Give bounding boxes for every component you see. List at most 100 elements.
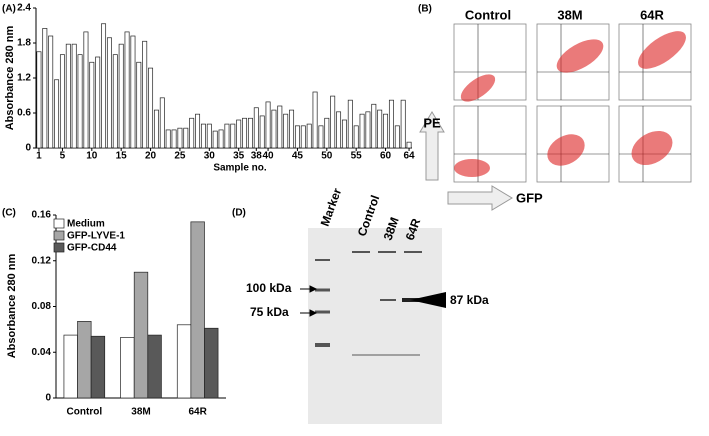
y-tick-label: 0.08 <box>32 301 52 312</box>
bar <box>242 117 248 149</box>
bar <box>365 111 371 149</box>
bar <box>48 35 54 149</box>
bar <box>206 123 212 149</box>
y-tick-label: 2.4 <box>17 3 31 14</box>
gel <box>308 228 442 424</box>
y-tick-label: 0 <box>45 393 51 404</box>
bar <box>400 99 406 149</box>
bar <box>177 127 183 149</box>
bar <box>165 129 171 149</box>
marker-arrows <box>300 285 318 317</box>
x-tick-label: 60 <box>380 151 392 162</box>
bar <box>101 23 107 149</box>
bar <box>142 40 148 149</box>
x-tick-label: 55 <box>351 151 363 162</box>
x-tick-label: 25 <box>174 151 186 162</box>
flow-density <box>454 31 686 177</box>
band-arrowhead <box>410 292 446 308</box>
panel-label: (B) <box>418 4 432 15</box>
bar <box>341 119 347 149</box>
x-tick-label: 50 <box>321 151 333 162</box>
bar <box>271 109 277 149</box>
bar <box>130 35 136 149</box>
x-tick-label: 38 <box>251 151 263 162</box>
bar <box>171 129 177 149</box>
column-title: Control <box>465 7 511 22</box>
bar <box>204 327 219 399</box>
pe-arrow <box>419 111 445 181</box>
x-tick-label: 38M <box>131 407 150 418</box>
bar <box>253 107 259 149</box>
y-tick-label: 0.6 <box>17 108 31 119</box>
bar <box>112 54 118 149</box>
bar <box>212 130 218 149</box>
bar <box>71 43 77 149</box>
bar <box>383 113 389 149</box>
panel-label: (C) <box>2 208 16 219</box>
bar <box>42 28 48 149</box>
bar <box>195 113 201 149</box>
y-axis-label: Absorbance 280 nm <box>6 254 18 359</box>
bar <box>330 95 336 149</box>
bar <box>347 99 353 149</box>
column-title: 38M <box>557 7 582 22</box>
bar <box>95 56 101 149</box>
x-tick-label: 35 <box>233 151 245 162</box>
bar <box>77 54 83 149</box>
bar <box>200 123 206 149</box>
bar <box>89 61 95 149</box>
x-tick-label: 10 <box>86 151 98 162</box>
bar <box>54 79 60 149</box>
legend-label: Medium <box>67 219 105 230</box>
legend-swatch <box>53 230 65 241</box>
x-tick-label: 5 <box>60 151 66 162</box>
lane-label: Marker <box>318 186 345 228</box>
bar <box>147 334 162 399</box>
bar <box>294 125 300 149</box>
bar <box>176 324 192 399</box>
bar <box>230 123 236 149</box>
bar <box>236 119 242 149</box>
bar <box>148 67 154 149</box>
bar <box>371 103 377 149</box>
bar <box>133 271 149 399</box>
panel-label: (D) <box>232 208 246 219</box>
bar <box>353 125 359 149</box>
x-tick-label: 20 <box>145 151 157 162</box>
x-tick-label: 30 <box>204 151 216 162</box>
legend-swatch <box>53 242 65 253</box>
bar <box>377 109 383 149</box>
axis-label: GFP <box>516 190 543 205</box>
band-label: 87 kDa <box>450 293 489 307</box>
y-tick-label: 0 <box>25 143 31 154</box>
bar <box>136 61 142 149</box>
bar <box>183 127 189 149</box>
bar <box>124 31 130 149</box>
y-tick-label: 0.04 <box>32 347 52 358</box>
gfp-arrow <box>447 185 513 211</box>
bar <box>300 125 306 149</box>
legend-label: GFP-LYVE-1 <box>67 231 125 242</box>
bar <box>289 109 295 149</box>
x-tick-label: 1 <box>36 151 42 162</box>
bar <box>36 51 42 149</box>
x-tick-label: 15 <box>116 151 128 162</box>
bar <box>324 117 330 149</box>
column-title: 64R <box>640 7 664 22</box>
bar <box>312 91 318 149</box>
bar <box>190 221 205 399</box>
bar <box>359 113 365 149</box>
bar <box>283 113 289 149</box>
legend-swatch <box>53 218 65 229</box>
bar <box>90 335 106 399</box>
bar <box>59 54 65 149</box>
y-tick-label: 1.8 <box>17 38 31 49</box>
bar <box>189 117 195 149</box>
bar <box>394 125 400 149</box>
bar <box>65 43 71 149</box>
marker-label: 75 kDa <box>250 305 289 319</box>
bar <box>388 99 394 149</box>
x-tick-label: 64 <box>404 151 416 162</box>
y-tick-label: 0.16 <box>32 210 52 221</box>
